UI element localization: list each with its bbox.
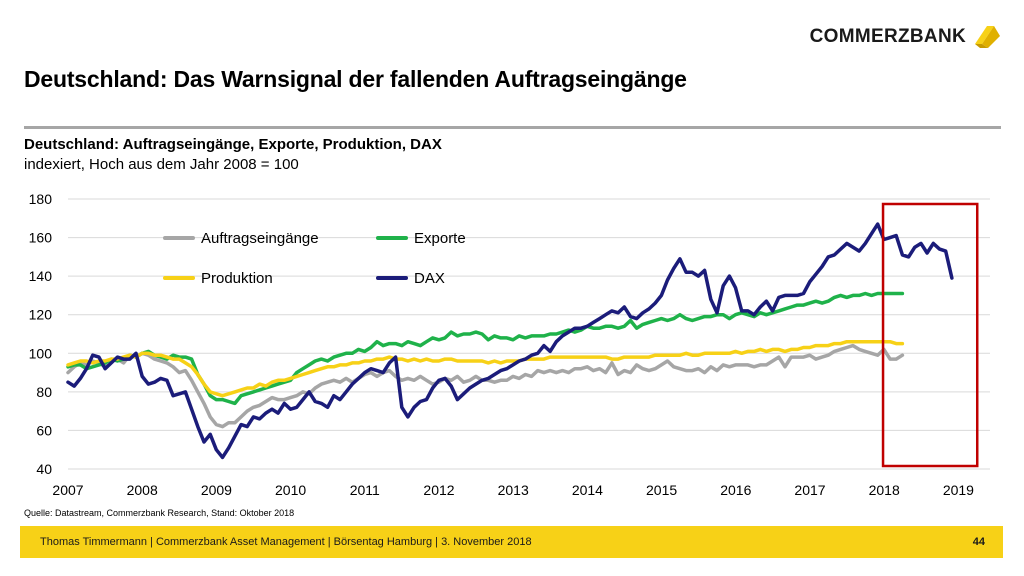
y-tick-label: 180: [29, 191, 53, 207]
x-tick-label: 2017: [794, 482, 825, 498]
y-tick-label: 140: [29, 268, 53, 284]
y-tick-label: 100: [29, 345, 53, 361]
title-divider: [24, 126, 1001, 129]
legend-label: Produktion: [201, 270, 273, 287]
legend-label: Exporte: [414, 230, 466, 247]
highlight-box: [881, 202, 979, 468]
source-note: Quelle: Datastream, Commerzbank Research…: [24, 508, 295, 518]
series-line-produktion: [66, 339, 905, 398]
x-tick-label: 2019: [943, 482, 974, 498]
y-tick-label: 80: [36, 384, 52, 400]
brand-name: COMMERZBANK: [809, 26, 966, 47]
y-tick-label: 60: [36, 422, 52, 438]
x-tick-label: 2009: [201, 482, 232, 498]
chart-grid: [68, 198, 990, 470]
chart-title: Deutschland: Auftragseingänge, Exporte, …: [24, 136, 442, 153]
x-tick-label: 2016: [720, 482, 751, 498]
legend-label: DAX: [414, 270, 445, 287]
chart-legend: Auftragseingänge Exporte Produktion DAX: [163, 230, 466, 287]
footer-bar: Thomas Timmermann | Commerzbank Asset Ma…: [20, 526, 1003, 558]
series-line-dax: [66, 222, 954, 460]
brand-logo: COMMERZBANK: [810, 24, 1002, 50]
x-tick-label: 2007: [52, 482, 83, 498]
highlight-rect: [881, 202, 979, 468]
x-tick-label: 2014: [572, 482, 603, 498]
x-tick-label: 2013: [498, 482, 529, 498]
x-tick-label: 2018: [869, 482, 900, 498]
x-tick-label: 2012: [423, 482, 454, 498]
chart-subtitle: indexiert, Hoch aus dem Jahr 2008 = 100: [24, 156, 299, 173]
x-tick-label: 2011: [350, 482, 380, 498]
y-axis: 40 60 80 100 120 140 160 180: [29, 191, 53, 477]
legend-label: Auftragseingänge: [201, 230, 319, 247]
page-number: 44: [972, 536, 985, 548]
footer-text: Thomas Timmermann | Commerzbank Asset Ma…: [40, 536, 532, 548]
x-tick-label: 2010: [275, 482, 306, 498]
x-tick-label: 2008: [127, 482, 158, 498]
y-tick-label: 40: [36, 461, 52, 477]
chart-series: [66, 222, 954, 460]
x-axis: 2007 2008 2009 2010 2011 2012 2013 2014 2015 2016…: [52, 482, 974, 498]
x-tick-label: 2015: [646, 482, 677, 498]
commerzbank-ribbon-icon: [975, 26, 1000, 48]
page-title: Deutschland: Das Warnsignal der fallende…: [24, 66, 687, 92]
y-tick-label: 120: [29, 307, 53, 323]
y-tick-label: 160: [29, 230, 53, 246]
